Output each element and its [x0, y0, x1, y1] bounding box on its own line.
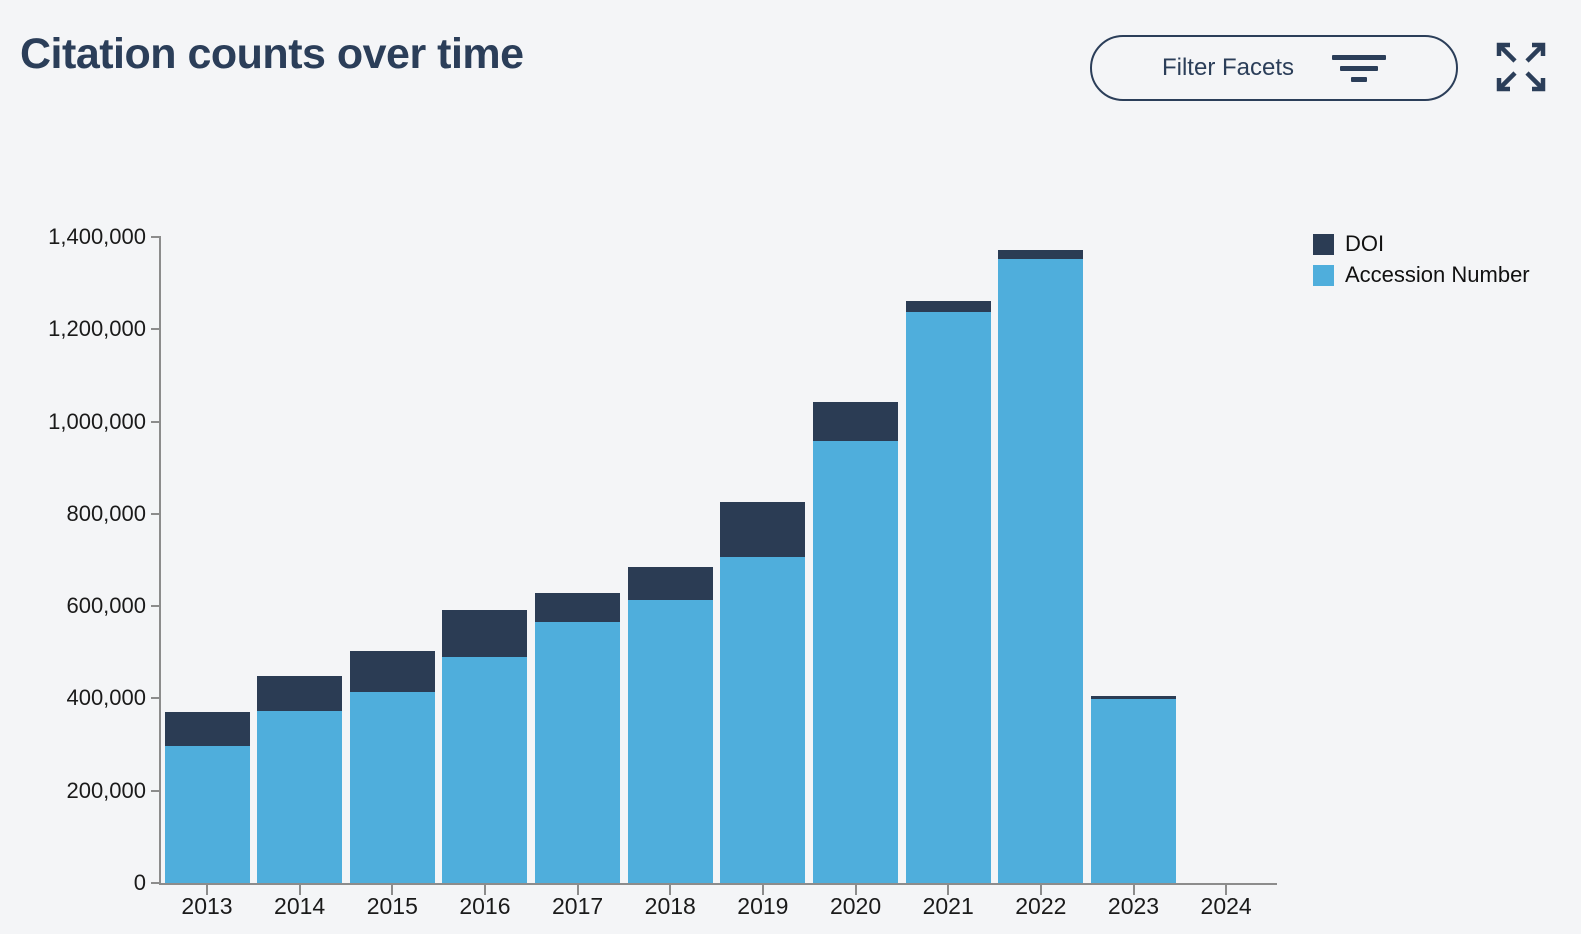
y-axis-line: [159, 236, 161, 884]
x-tick-label: 2024: [1200, 893, 1252, 919]
bar-2014-doi[interactable]: [257, 675, 343, 711]
x-tick-mark: [761, 885, 764, 895]
bar-2023-accession-number[interactable]: [1091, 698, 1176, 883]
x-tick-mark: [391, 885, 394, 895]
bar-2019-accession-number[interactable]: [720, 557, 806, 883]
bar-2022-accession-number[interactable]: [998, 259, 1084, 883]
y-tick-label: 400,000: [66, 685, 146, 711]
x-tick-mark: [298, 885, 301, 895]
y-tick-mark: [151, 882, 160, 884]
legend-item-doi[interactable]: DOI: [1313, 231, 1530, 257]
y-tick-mark: [151, 328, 160, 331]
legend-label: Accession Number: [1345, 262, 1530, 287]
x-tick-label: 2018: [644, 893, 696, 919]
x-tick-mark: [1225, 885, 1228, 895]
x-tick-label: 2020: [829, 893, 882, 919]
y-tick-label: 1,200,000: [48, 316, 146, 342]
bar-2021-doi[interactable]: [905, 301, 991, 313]
y-tick-mark: [151, 605, 160, 608]
x-axis-line: [159, 883, 1277, 885]
filter-icon: [1332, 54, 1387, 82]
bar-2018-accession-number[interactable]: [627, 600, 713, 883]
bar-2019-doi[interactable]: [720, 502, 806, 558]
y-tick-label: 1,400,000: [48, 224, 146, 249]
x-tick-mark: [947, 885, 950, 895]
x-tick-label: 2013: [181, 893, 233, 919]
bar-2020-accession-number[interactable]: [813, 440, 899, 883]
x-tick-label: 2017: [552, 893, 604, 919]
x-tick-mark: [576, 885, 579, 895]
bar-2016-doi[interactable]: [442, 609, 528, 657]
x-tick-mark: [1039, 885, 1042, 895]
bar-2020-doi[interactable]: [813, 402, 899, 441]
legend-label: DOI: [1345, 231, 1385, 256]
x-tick-mark: [483, 885, 486, 895]
bar-2023-doi[interactable]: [1091, 696, 1176, 699]
legend-item-accession-number[interactable]: Accession Number: [1313, 262, 1530, 288]
y-tick-label: 1,000,000: [48, 408, 146, 434]
x-tick-mark: [1132, 885, 1135, 895]
x-tick-mark: [206, 885, 208, 895]
legend: DOI Accession Number: [1313, 231, 1530, 288]
bar-2017-doi[interactable]: [535, 592, 621, 622]
filter-facets-label: Filter Facets: [1161, 54, 1295, 81]
y-tick-mark: [151, 697, 160, 700]
legend-swatch: [1313, 233, 1334, 255]
x-tick-label: 2023: [1107, 893, 1160, 919]
y-tick-mark: [151, 512, 160, 515]
y-tick-mark: [151, 420, 160, 423]
y-tick-mark: [151, 236, 160, 238]
bar-2013-doi[interactable]: [164, 711, 250, 746]
filter-facets-button[interactable]: Filter Facets: [1090, 35, 1458, 101]
bar-2018-doi[interactable]: [627, 567, 713, 601]
x-tick-label: 2016: [459, 893, 511, 919]
y-tick-label: 600,000: [66, 593, 146, 619]
x-tick-label: 2022: [1015, 893, 1067, 919]
legend-swatch: [1313, 264, 1334, 286]
y-tick-label: 0: [133, 870, 146, 895]
y-tick-label: 200,000: [66, 777, 146, 803]
bar-2022-doi[interactable]: [998, 249, 1084, 260]
x-tick-label: 2014: [274, 893, 326, 919]
bar-2015-doi[interactable]: [349, 650, 435, 692]
y-tick-label: 800,000: [66, 500, 146, 526]
x-tick-mark: [669, 885, 672, 895]
x-tick-label: 2021: [922, 893, 974, 919]
expand-icon[interactable]: [1492, 38, 1550, 96]
bar-2015-accession-number[interactable]: [349, 691, 435, 883]
y-tick-mark: [151, 789, 160, 792]
x-tick-label: 2015: [366, 893, 418, 919]
bar-2021-accession-number[interactable]: [905, 312, 991, 883]
bar-2013-accession-number[interactable]: [164, 745, 250, 883]
bar-2016-accession-number[interactable]: [442, 656, 528, 883]
x-tick-mark: [854, 885, 857, 895]
page-title: Citation counts over time: [20, 30, 524, 78]
x-tick-label: 2019: [737, 893, 789, 919]
bar-2014-accession-number[interactable]: [257, 710, 343, 883]
bar-2017-accession-number[interactable]: [535, 621, 621, 883]
